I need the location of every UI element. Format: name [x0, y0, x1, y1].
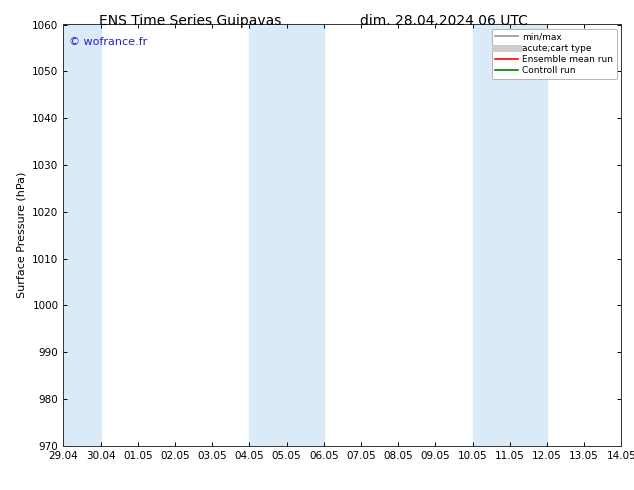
- Text: © wofrance.fr: © wofrance.fr: [69, 37, 147, 47]
- Bar: [63, 24, 101, 446]
- Y-axis label: Surface Pressure (hPa): Surface Pressure (hPa): [16, 172, 27, 298]
- Legend: min/max, acute;cart type, Ensemble mean run, Controll run: min/max, acute;cart type, Ensemble mean …: [491, 29, 617, 79]
- Bar: [249, 24, 324, 446]
- Text: ENS Time Series Guipavas: ENS Time Series Guipavas: [99, 14, 281, 28]
- Bar: [472, 24, 547, 446]
- Text: dim. 28.04.2024 06 UTC: dim. 28.04.2024 06 UTC: [360, 14, 527, 28]
